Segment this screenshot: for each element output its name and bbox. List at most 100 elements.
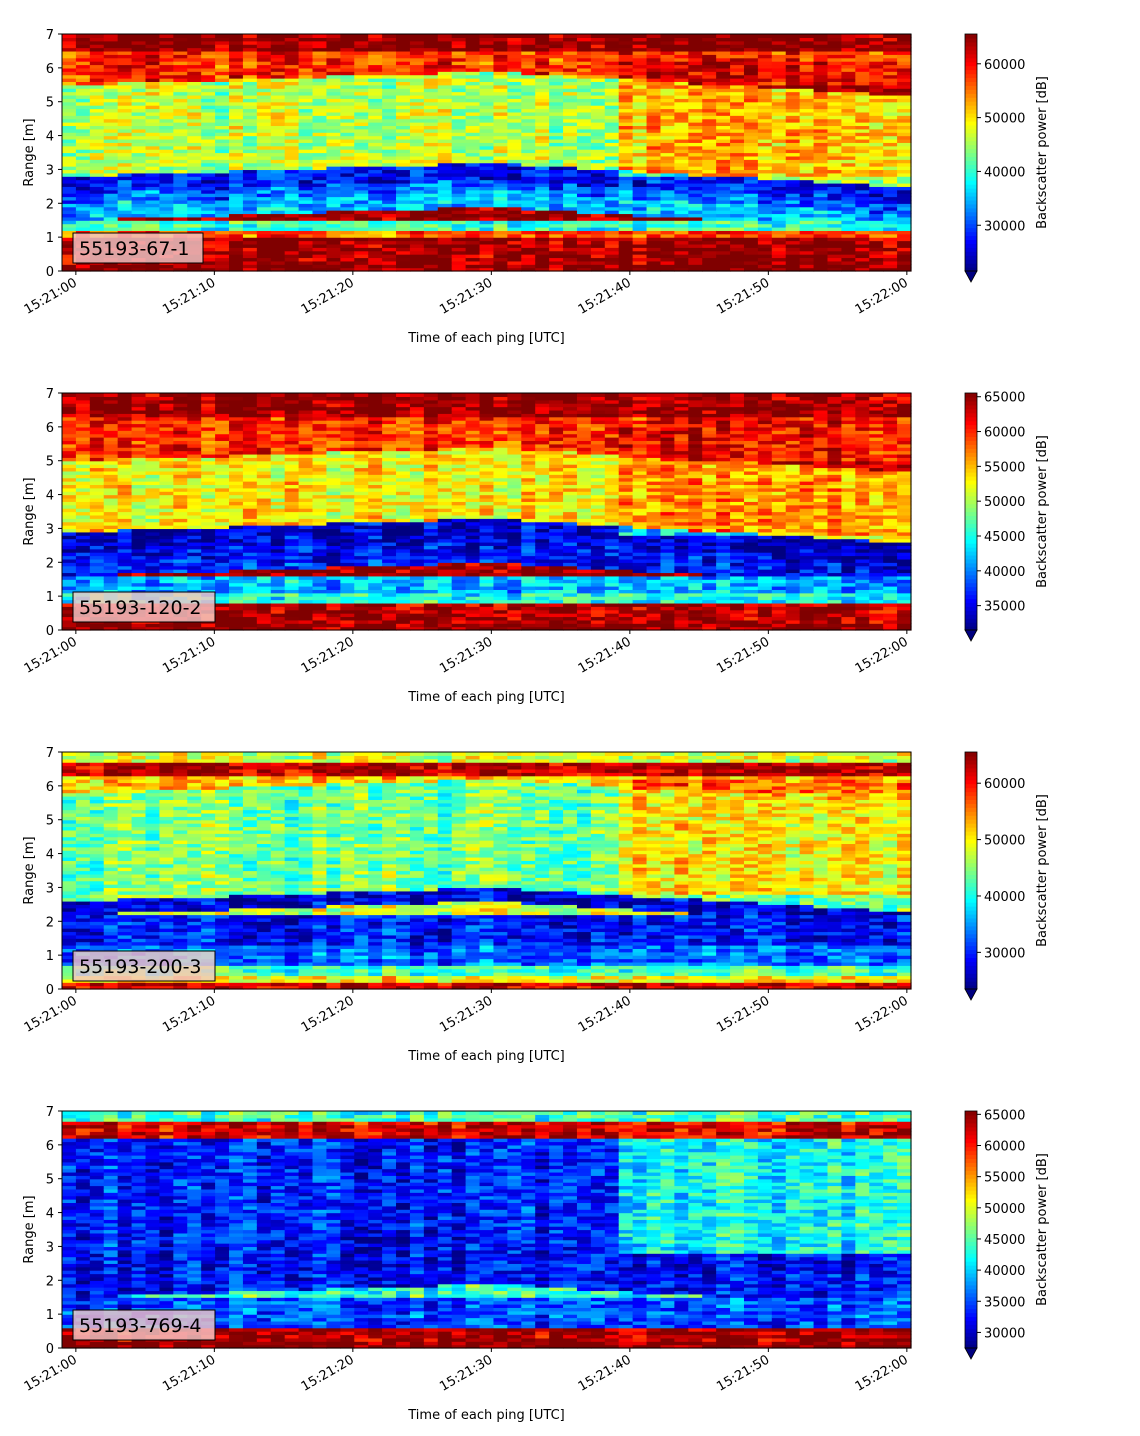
- heatmap-cell: [145, 531, 161, 536]
- heatmap-cell: [493, 220, 508, 225]
- heatmap-cell: [604, 145, 620, 150]
- heatmap-cell: [298, 186, 314, 191]
- heatmap-cell: [340, 240, 355, 245]
- y-axis-label: Range [m]: [22, 118, 37, 186]
- heatmap-cell: [131, 464, 147, 469]
- heatmap-cell: [716, 182, 731, 187]
- heatmap-cell: [730, 111, 745, 116]
- heatmap-cell: [785, 206, 801, 211]
- heatmap-cell: [423, 223, 439, 228]
- heatmap-cell: [382, 243, 397, 248]
- heatmap-cell: [354, 230, 369, 235]
- heatmap-cell: [771, 166, 787, 171]
- heatmap-cell: [131, 47, 147, 52]
- heatmap-cell: [771, 210, 787, 215]
- heatmap-cell: [507, 122, 522, 127]
- heatmap-cell: [674, 260, 689, 265]
- heatmap-cell: [117, 226, 133, 231]
- heatmap-cell: [674, 54, 689, 59]
- heatmap-cell: [242, 220, 258, 225]
- heatmap-cell: [229, 247, 244, 252]
- heatmap-cell: [535, 94, 550, 99]
- heatmap-cell: [62, 101, 77, 106]
- heatmap-cell: [409, 166, 425, 171]
- heatmap-cell: [201, 40, 216, 45]
- heatmap-cell: [785, 264, 801, 269]
- heatmap-cell: [173, 132, 188, 137]
- heatmap-cell: [62, 186, 77, 191]
- heatmap-cell: [368, 34, 383, 38]
- heatmap-cell: [632, 233, 648, 238]
- heatmap-cell: [604, 105, 620, 110]
- heatmap-cell: [62, 528, 77, 533]
- heatmap-cell: [62, 37, 77, 42]
- heatmap-cell: [549, 179, 564, 184]
- heatmap-cell: [883, 138, 898, 143]
- heatmap-cell: [75, 443, 91, 448]
- heatmap-cell: [145, 409, 161, 414]
- heatmap-cell: [813, 138, 829, 143]
- heatmap-cell: [549, 264, 564, 269]
- heatmap-cell: [89, 138, 105, 143]
- heatmap-cell: [883, 176, 898, 181]
- heatmap-cell: [117, 528, 133, 533]
- heatmap-cell: [215, 243, 230, 248]
- heatmap-cell: [368, 57, 383, 62]
- heatmap-cell: [201, 172, 216, 177]
- heatmap-cell: [883, 166, 898, 171]
- heatmap-cell: [757, 115, 773, 120]
- heatmap-cell: [855, 206, 870, 211]
- heatmap-cell: [62, 166, 77, 171]
- heatmap-cell: [256, 206, 272, 211]
- heatmap-cell: [451, 179, 467, 184]
- heatmap-cell: [396, 247, 411, 252]
- heatmap-cell: [869, 105, 884, 110]
- heatmap-cell: [312, 254, 328, 259]
- heatmap-cell: [396, 172, 411, 177]
- heatmap-cell: [131, 189, 147, 194]
- heatmap-cell: [771, 47, 787, 52]
- heatmap-cell: [869, 149, 884, 154]
- heatmap-cell: [730, 54, 745, 59]
- heatmap-cell: [618, 115, 634, 120]
- heatmap-cell: [117, 545, 133, 550]
- heatmap-cell: [507, 162, 522, 167]
- heatmap-cell: [75, 504, 91, 509]
- heatmap-cell: [604, 94, 620, 99]
- heatmap-cell: [660, 247, 675, 252]
- heatmap-cell: [256, 260, 272, 265]
- heatmap-cell: [284, 132, 300, 137]
- heatmap-cell: [660, 78, 675, 82]
- heatmap-cell: [688, 267, 703, 272]
- heatmap-cell: [89, 623, 105, 628]
- heatmap-cell: [145, 67, 161, 72]
- heatmap-cell: [730, 226, 745, 231]
- heatmap-cell: [869, 128, 884, 133]
- heatmap-cell: [326, 257, 341, 262]
- heatmap-cell: [827, 240, 843, 245]
- heatmap-cell: [242, 57, 258, 62]
- heatmap-cell: [437, 206, 453, 211]
- heatmap-cell: [242, 179, 258, 184]
- heatmap-cell: [576, 189, 592, 194]
- heatmap-cell: [771, 176, 787, 181]
- heatmap-cell: [604, 54, 620, 59]
- heatmap-cell: [354, 149, 369, 154]
- heatmap-cell: [479, 176, 495, 181]
- heatmap-cell: [89, 399, 105, 404]
- heatmap-cell: [437, 115, 453, 120]
- heatmap-cell: [131, 210, 147, 215]
- heatmap-cell: [563, 254, 578, 259]
- heatmap-cell: [576, 213, 592, 218]
- heatmap-cell: [743, 196, 759, 201]
- heatmap-cell: [409, 94, 425, 99]
- heatmap-cell: [535, 111, 550, 116]
- heatmap-cell: [730, 182, 745, 187]
- heatmap-cell: [173, 159, 188, 164]
- heatmap-cell: [465, 111, 481, 116]
- heatmap-cell: [298, 240, 314, 245]
- heatmap-cell: [646, 233, 662, 238]
- heatmap-cell: [396, 125, 411, 130]
- heatmap-cell: [326, 128, 341, 133]
- heatmap-cell: [382, 105, 397, 110]
